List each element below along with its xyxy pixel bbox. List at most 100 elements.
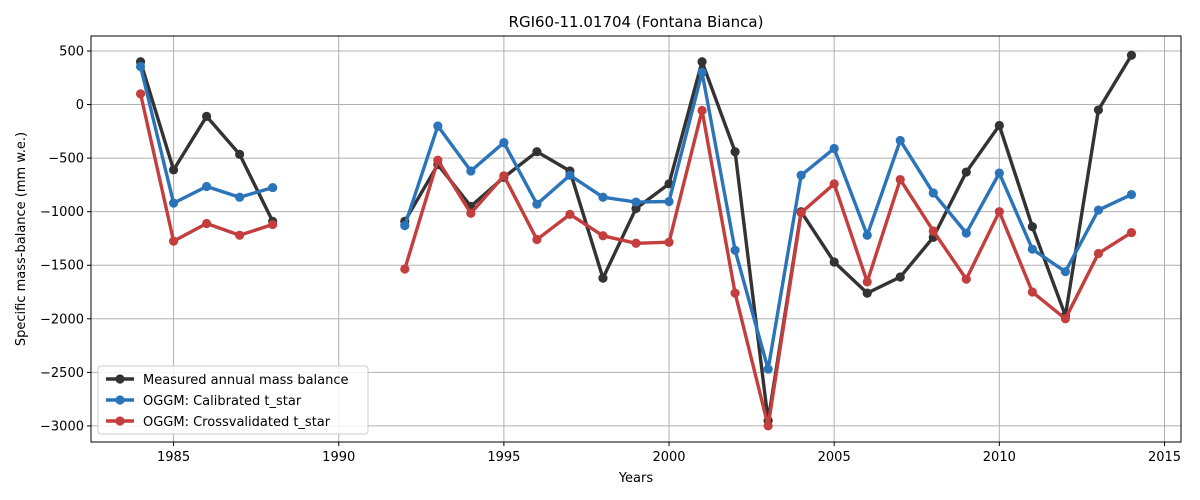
- data-point: [1093, 105, 1104, 115]
- data-point: [466, 208, 476, 218]
- data-point: [631, 238, 641, 248]
- data-point: [532, 147, 542, 157]
- y-tick-label: 500: [59, 44, 84, 59]
- data-point: [433, 155, 443, 165]
- data-point: [796, 208, 806, 218]
- y-tick-label: −2500: [40, 366, 84, 381]
- series-3: [135, 89, 1137, 431]
- data-point: [1027, 244, 1037, 254]
- data-point: [697, 105, 707, 116]
- x-tick-label: 2010: [983, 450, 1016, 465]
- data-point: [532, 199, 542, 209]
- x-axis-title: Years: [618, 471, 654, 486]
- data-point: [763, 421, 773, 431]
- data-point: [202, 181, 212, 192]
- data-point: [1093, 248, 1104, 259]
- data-point: [928, 188, 938, 198]
- data-point: [895, 174, 905, 185]
- data-point: [664, 237, 674, 247]
- data-point: [1060, 314, 1070, 324]
- data-point: [961, 228, 971, 238]
- legend-label: Measured annual mass balance: [143, 373, 349, 388]
- data-point: [202, 111, 212, 121]
- y-tick-label: 0: [76, 98, 84, 113]
- legend-box: [97, 365, 369, 435]
- data-point: [135, 61, 146, 72]
- data-point: [202, 218, 212, 229]
- data-point: [235, 230, 245, 240]
- data-point: [1027, 222, 1037, 232]
- y-tick-label: −1500: [40, 259, 84, 274]
- y-axis-title: Specific mass-balance (mm w.e.): [14, 132, 29, 346]
- data-point: [730, 147, 740, 157]
- data-point: [829, 143, 839, 154]
- data-point: [631, 197, 641, 207]
- data-point: [862, 288, 872, 298]
- data-point: [168, 198, 179, 208]
- data-point: [268, 219, 278, 230]
- x-tick-label: 2005: [818, 450, 851, 465]
- series-layer: [135, 50, 1137, 431]
- data-point: [961, 274, 971, 284]
- data-point: [532, 234, 542, 245]
- data-point: [862, 277, 872, 287]
- data-point: [1126, 189, 1137, 200]
- data-point: [1126, 227, 1137, 238]
- data-point: [763, 364, 773, 374]
- data-point: [565, 209, 575, 219]
- data-point: [664, 196, 674, 207]
- data-point: [895, 272, 905, 282]
- axis-ticks: 1985 1990 1995 2000 2005 2010 2015 500 0 −500 −100…: [40, 44, 1181, 465]
- data-point: [928, 226, 938, 236]
- data-point: [862, 230, 872, 240]
- plot-frame: [90, 35, 1182, 443]
- y-tick-label: −3000: [40, 419, 84, 434]
- data-point: [1027, 287, 1037, 297]
- legend-marker: [115, 416, 125, 426]
- data-point: [235, 149, 245, 159]
- legend-marker: [115, 374, 125, 384]
- x-tick-label: 2000: [652, 450, 685, 465]
- y-tick-label: −500: [48, 152, 84, 167]
- x-tick-label: 1990: [322, 450, 355, 465]
- data-point: [895, 135, 905, 146]
- y-tick-label: −1000: [40, 205, 84, 220]
- data-point: [829, 257, 839, 267]
- data-point: [565, 170, 575, 180]
- data-point: [598, 192, 608, 202]
- data-point: [697, 67, 707, 78]
- data-point: [796, 170, 806, 180]
- data-point: [499, 137, 509, 148]
- data-point: [268, 182, 278, 193]
- data-point: [1060, 267, 1070, 277]
- data-point: [499, 171, 509, 181]
- data-point: [168, 236, 179, 246]
- data-point: [135, 89, 146, 99]
- data-point: [235, 192, 245, 202]
- data-point: [466, 166, 476, 176]
- data-point: [994, 120, 1004, 131]
- data-point: [400, 221, 410, 231]
- data-point: [598, 273, 608, 283]
- data-point: [433, 121, 443, 131]
- legend-label: OGGM: Crossvalidated t_star: [143, 415, 331, 430]
- legend-label: OGGM: Calibrated t_star: [143, 394, 302, 409]
- data-point: [598, 231, 608, 241]
- data-point: [994, 168, 1004, 178]
- legend-marker: [115, 395, 125, 405]
- data-point: [829, 179, 839, 189]
- data-point: [1093, 205, 1104, 215]
- data-point: [961, 167, 971, 177]
- y-tick-label: −2000: [40, 312, 84, 327]
- legend: Measured annual mass balance OGGM: Calibr…: [97, 365, 369, 435]
- x-tick-label: 1995: [487, 450, 520, 465]
- series-2: [135, 61, 1137, 374]
- data-point: [631, 203, 641, 214]
- data-point: [400, 264, 410, 274]
- data-point: [1126, 50, 1137, 60]
- data-point: [697, 57, 707, 67]
- data-point: [730, 288, 740, 298]
- chart-title: RGI60-11.01704 (Fontana Bianca): [509, 13, 764, 31]
- data-point: [994, 207, 1004, 217]
